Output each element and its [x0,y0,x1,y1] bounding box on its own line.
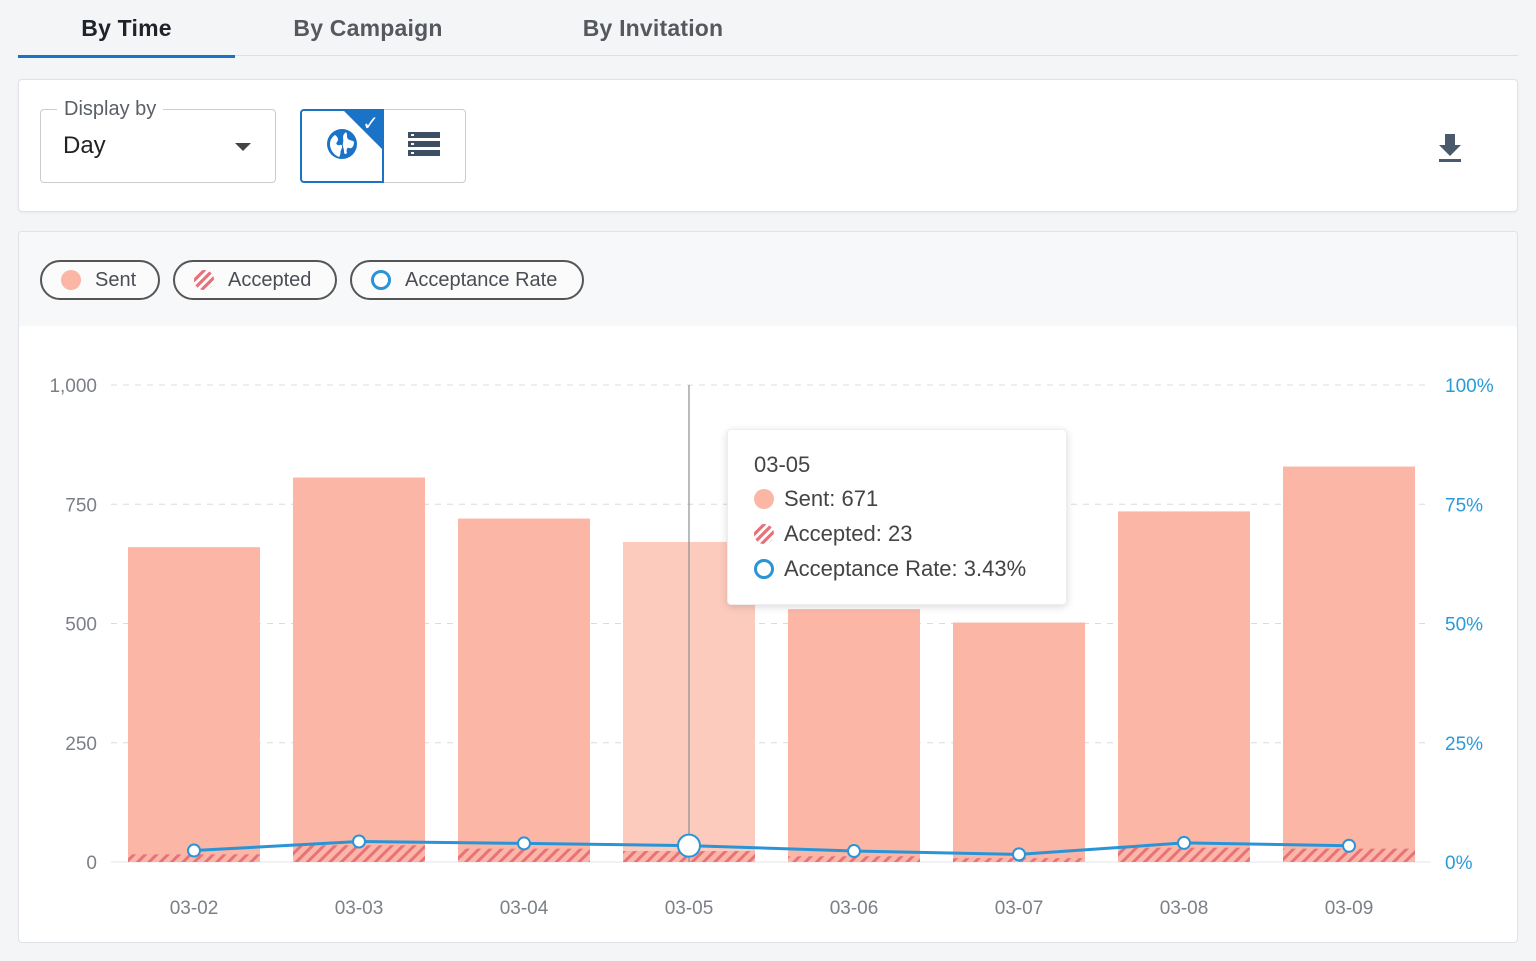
bar-accepted [1283,848,1415,862]
rate-point [352,834,366,849]
y-tick-label: 0 [86,853,97,874]
bar-accepted [128,854,260,862]
rate-point [1012,847,1026,862]
tooltip-rate-text: Acceptance Rate: 3.43% [784,556,1027,581]
tooltip-accepted-text: Accepted: 23 [784,521,913,546]
rate-point [677,833,701,858]
y2-tick-label: 50% [1445,615,1483,636]
accepted-hatch-icon [194,270,214,290]
legend-accepted-label: Accepted [228,268,312,291]
legend-sent[interactable]: Sent [40,260,160,300]
x-tick-label: 03-02 [170,898,219,919]
display-by-select[interactable]: Display by Day [40,98,276,183]
x-tick-label: 03-05 [665,898,714,919]
check-icon: ✓ [362,111,379,135]
y2-tick-label: 0% [1445,853,1473,874]
legend-sent-label: Sent [95,268,137,291]
bar-accepted [1118,847,1250,862]
chart-plot: 0 0% 250 25% 500 50% 750 75% 1,000 100% 03-02 03-03… [49,376,1494,919]
chevron-down-icon [235,143,251,151]
tooltip-title: 03-05 [754,452,811,477]
selected-corner [343,111,382,150]
legend-acceptance-rate[interactable]: Acceptance Rate [350,260,584,300]
toolbar-card: Display by Day ✓ [18,79,1518,212]
tab-bar: By Time By Campaign By Invitation [18,0,1518,58]
sent-dot-icon [61,270,81,290]
bar-sent [1283,466,1415,862]
download-icon [1433,134,1467,168]
rate-point [1177,835,1191,850]
chart-tooltip: 03-05 Sent: 671 Accepted: 23 Acceptance … [727,429,1067,605]
bar-accepted [788,856,920,862]
display-by-label: Display by [57,98,164,121]
bar-sent [128,547,260,862]
y-tick-label: 750 [65,495,97,516]
rate-ring-icon [754,559,774,579]
tab-by-invitation[interactable]: By Invitation [582,14,724,41]
tooltip-row-accepted: Accepted: 23 [754,521,912,547]
y2-tick-label: 75% [1445,495,1483,516]
chart-view-button[interactable]: ✓ [300,109,384,183]
y-tick-label: 250 [65,734,97,755]
bar-sent [788,609,920,862]
x-tick-label: 03-03 [335,898,384,919]
rate-ring-icon [371,270,391,290]
bar-sent [458,518,590,862]
tab-by-time[interactable]: By Time [18,0,235,58]
legend-accepted[interactable]: Accepted [173,260,337,300]
x-tick-label: 03-04 [500,898,549,919]
rate-point [1342,838,1356,853]
x-tick-label: 03-06 [830,898,879,919]
bar-sent [293,477,425,862]
rate-point [187,843,201,858]
y2-tick-label: 100% [1445,376,1494,397]
list-icon [408,131,440,162]
rate-point [847,844,861,859]
tooltip-row-sent: Sent: 671 [754,486,878,512]
bar-sent [1118,511,1250,862]
x-tick-label: 03-07 [995,898,1044,919]
accepted-hatch-icon [754,524,774,544]
chart-card: Sent Accepted Acceptance Rate 0 0% 250 25% 5… [18,231,1518,943]
bar-sent [953,622,1085,862]
view-toggle-group: ✓ [300,109,466,183]
bar-accepted [293,845,425,862]
list-view-button[interactable] [382,109,466,183]
bar-accepted [458,848,590,862]
y-tick-label: 1,000 [49,376,97,397]
y-tick-label: 500 [65,615,97,636]
download-button[interactable] [1433,130,1467,164]
display-by-value: Day [63,132,106,159]
sent-dot-icon [754,489,774,509]
tooltip-sent-text: Sent: 671 [784,486,879,511]
rate-line [193,839,1350,856]
x-tick-label: 03-09 [1325,898,1374,919]
x-tick-label: 03-08 [1160,898,1209,919]
y2-tick-label: 25% [1445,734,1483,755]
legend-rate-label: Acceptance Rate [405,268,558,291]
tab-by-campaign[interactable]: By Campaign [293,14,443,41]
legend-bar: Sent Accepted Acceptance Rate [19,232,1517,326]
tooltip-row-rate: Acceptance Rate: 3.43% [754,556,1026,582]
rate-point [517,836,531,851]
